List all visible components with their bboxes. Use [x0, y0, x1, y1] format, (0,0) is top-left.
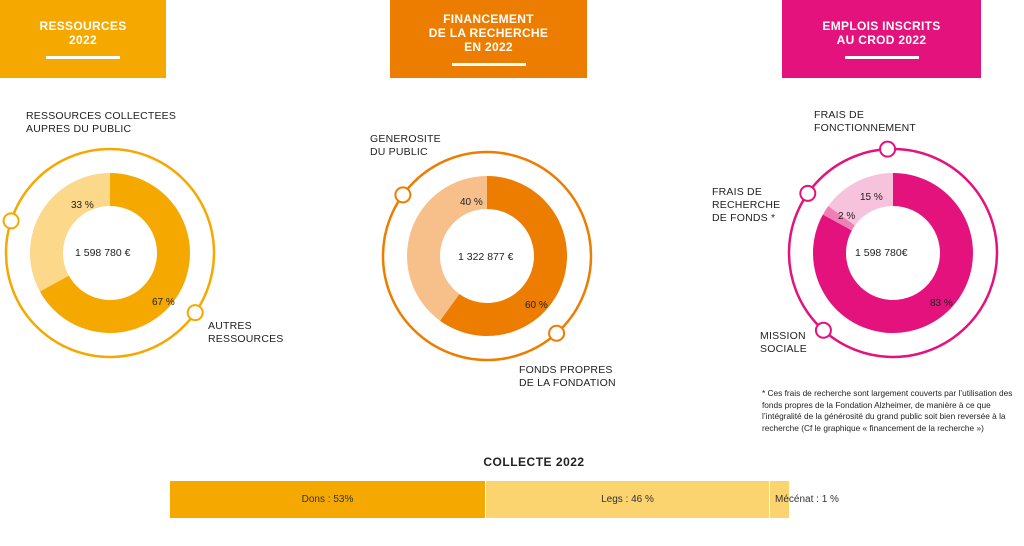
total-financement: 1 322 877 €: [458, 251, 514, 263]
header-financement: FINANCEMENT DE LA RECHERCHE EN 2022: [390, 0, 587, 78]
slice-percent-label: 67 %: [152, 297, 175, 308]
donut-slice: [407, 176, 487, 321]
donut-slice: [30, 173, 111, 292]
label-frais-recherche-fonds: FRAIS DE RECHERCHE DE FONDS *: [712, 186, 781, 224]
label-frais-fonctionnement: FRAIS DE FONCTIONNEMENT: [814, 109, 916, 134]
total-ressources: 1 598 780 €: [75, 247, 131, 259]
footnote: * Ces frais de recherche sont largement …: [762, 388, 1013, 433]
ring-marker: [394, 186, 412, 204]
header-ressources: RESSOURCES 2022: [0, 0, 166, 78]
header-financement-title: FINANCEMENT DE LA RECHERCHE EN 2022: [428, 12, 549, 54]
slice-percent-label: 83 %: [930, 298, 953, 309]
donut-slice: [822, 205, 855, 231]
slice-percent-label: 60 %: [525, 300, 548, 311]
donut-slice: [812, 173, 973, 333]
label-mission-sociale: MISSION SOCIALE: [760, 330, 807, 355]
header-emplois-title: EMPLOIS INSCRITS AU CROD 2022: [822, 19, 941, 47]
header-underline: [844, 56, 919, 59]
label-generosite-public: GENEROSITE DU PUBLIC: [370, 133, 441, 158]
header-emplois: EMPLOIS INSCRITS AU CROD 2022: [782, 0, 981, 78]
ring-marker: [814, 321, 832, 339]
bar-segment-legs: Legs : 46 %: [486, 481, 769, 518]
slice-percent-label: 15 %: [860, 192, 883, 203]
ring-marker: [879, 140, 897, 158]
header-underline: [451, 63, 526, 66]
ring-marker: [186, 304, 204, 322]
collecte-title: COLLECTE 2022: [483, 455, 585, 469]
label-autres-ressources: AUTRES RESSOURCES: [208, 320, 284, 345]
donut-slice: [39, 173, 191, 333]
header-ressources-title: RESSOURCES 2022: [39, 19, 127, 47]
label-ressources-public: RESSOURCES COLLECTEES AUPRES DU PUBLIC: [26, 110, 177, 135]
outer-ring: [4, 147, 216, 359]
ring-marker: [2, 212, 20, 230]
slice-percent-label: 40 %: [460, 197, 483, 208]
donut-slice: [439, 176, 567, 337]
ring-marker: [799, 184, 817, 202]
slice-percent-label: 33 %: [71, 200, 94, 211]
total-emplois: 1 598 780€: [855, 247, 908, 259]
donut-slice: [828, 173, 893, 226]
bar-segment-dons: Dons : 53%: [170, 481, 485, 518]
label-fonds-propres: FONDS PROPRES DE LA FONDATION: [519, 364, 616, 389]
label-mecenat: Mécénat : 1 %: [775, 494, 839, 505]
header-underline: [46, 56, 120, 59]
bar-segment-mecenat: [770, 481, 789, 518]
slice-percent-label: 2 %: [838, 211, 855, 222]
outer-ring: [381, 150, 593, 362]
ring-marker: [548, 324, 566, 342]
